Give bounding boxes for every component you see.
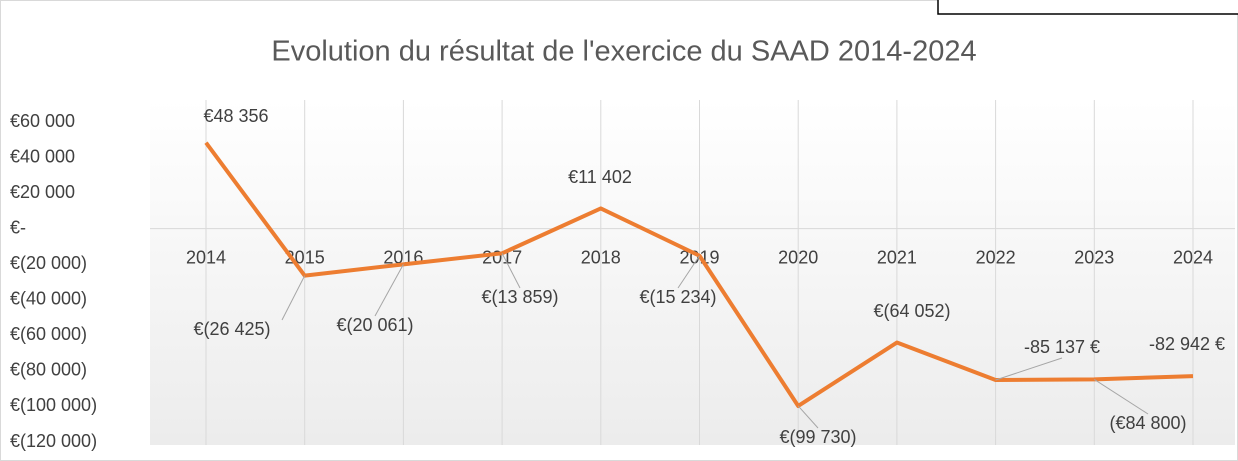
- data-line: [204, 141, 1194, 408]
- y-tick-label: €(40 000): [10, 289, 87, 309]
- data-label: €(13 859): [481, 287, 558, 307]
- y-tick-label: €40 000: [10, 146, 75, 166]
- x-tick-label: 2020: [778, 247, 818, 267]
- data-label: €(26 425): [193, 319, 270, 339]
- y-tick-label: €(120 000): [10, 431, 97, 451]
- data-label: €(15 234): [639, 287, 716, 307]
- leader-line: [501, 253, 521, 289]
- y-tick-label: €(80 000): [10, 360, 87, 380]
- y-tick-label: €-: [10, 217, 26, 237]
- y-tick-label: €(100 000): [10, 395, 97, 415]
- overlay-box: [937, 0, 1238, 15]
- leader-line: [677, 255, 700, 289]
- leader-line: [374, 264, 404, 317]
- y-tick-label: €20 000: [10, 182, 75, 202]
- data-label: -82 942 €: [1149, 334, 1225, 354]
- data-label: (€84 800): [1109, 413, 1186, 433]
- leader-line: [797, 405, 819, 429]
- data-label: €48 356: [203, 106, 268, 126]
- y-tick-label: €60 000: [10, 111, 75, 131]
- data-label: €(20 061): [336, 315, 413, 335]
- x-tick-label: 2022: [976, 247, 1016, 267]
- leader-line: [1094, 379, 1149, 415]
- x-tick-label: 2018: [581, 247, 621, 267]
- chart-title: Evolution du résultat de l'exercice du S…: [271, 36, 976, 68]
- x-tick-label: 2014: [186, 247, 226, 267]
- leader-line: [995, 357, 1063, 381]
- y-tick-label: €(60 000): [10, 324, 87, 344]
- y-tick-label: €(20 000): [10, 253, 87, 273]
- data-label: €11 402: [568, 167, 632, 187]
- data-label: €(64 052): [873, 301, 950, 321]
- x-tick-label: 2024: [1173, 247, 1213, 267]
- data-label: -85 137 €: [1024, 337, 1100, 357]
- plot-area: [150, 100, 1235, 445]
- leader-line: [281, 275, 306, 321]
- x-tick-label: 2021: [877, 247, 917, 267]
- x-tick-label: 2017: [482, 247, 522, 267]
- x-tick-label: 2023: [1074, 247, 1114, 267]
- data-label: €(99 730): [779, 427, 856, 447]
